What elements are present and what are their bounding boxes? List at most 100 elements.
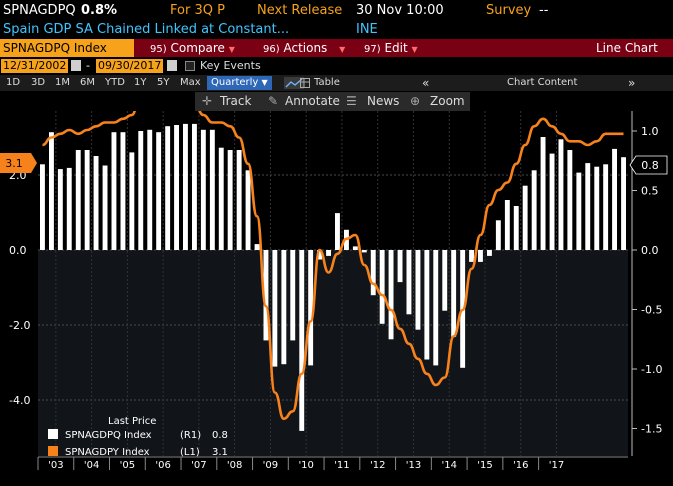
bar xyxy=(612,148,617,250)
last-value: 0.8% xyxy=(81,3,118,18)
start-date-field[interactable]: 12/31/2002 xyxy=(1,59,69,73)
bar xyxy=(129,152,135,250)
expand-right-icon[interactable]: » xyxy=(628,76,636,90)
key-events-checkbox[interactable] xyxy=(185,61,195,71)
bar xyxy=(236,150,242,250)
bar xyxy=(93,156,99,250)
bar xyxy=(585,163,591,250)
bar xyxy=(397,250,403,283)
security-header: SPNAGDPQ 0.8% For 3Q P Next Release 30 N… xyxy=(0,0,673,22)
compare-number: 95) xyxy=(150,44,167,55)
chevron-down-icon: ▼ xyxy=(261,78,268,87)
x-axis: '03 '04 '05 '06 '07 '08 '09 '10 '11 '12 '13 '14 '15 '… xyxy=(0,456,673,471)
bar xyxy=(245,170,251,250)
chart-content-button[interactable]: Chart Content xyxy=(507,77,578,88)
bar-series xyxy=(40,123,626,431)
actions-label: Actions xyxy=(283,41,328,55)
pencil-icon: ✎ xyxy=(268,94,279,108)
x-tick-label: '16 xyxy=(513,460,528,471)
legend-series-2-axis: (L1) xyxy=(180,447,200,458)
legend-series-1-axis: (R1) xyxy=(180,430,201,441)
line-series xyxy=(42,111,624,421)
actions-menu[interactable]: 96) Actions ▼ xyxy=(263,39,345,57)
bar xyxy=(138,131,144,250)
range-max[interactable]: Max xyxy=(180,77,201,88)
range-6m[interactable]: 6M xyxy=(80,77,95,88)
bar xyxy=(254,244,260,250)
bar xyxy=(227,150,233,250)
bar xyxy=(183,123,188,250)
line-series-path xyxy=(42,111,624,421)
range-1y[interactable]: 1Y xyxy=(134,77,147,88)
collapse-left-icon[interactable]: « xyxy=(422,76,430,90)
news-button[interactable]: News xyxy=(367,94,400,108)
bar xyxy=(75,150,81,250)
line-chart-icon[interactable] xyxy=(284,77,304,89)
gridlines xyxy=(38,111,628,456)
bar xyxy=(558,139,564,250)
next-release-label: Next Release xyxy=(257,3,343,18)
survey-label: Survey xyxy=(486,3,532,18)
bar xyxy=(442,250,448,311)
x-tick-label: '06 xyxy=(155,460,170,471)
bar xyxy=(352,246,358,250)
annotate-button[interactable]: Annotate xyxy=(285,94,340,108)
left-tick-label: 0.0 xyxy=(9,244,27,257)
bar xyxy=(576,172,582,250)
date-range-row: 12/31/2002 - 09/30/2017 Key Events xyxy=(0,58,673,74)
edit-menu[interactable]: 97) Edit ▼ xyxy=(364,39,418,57)
bar xyxy=(49,132,54,250)
x-tick-label: '04 xyxy=(84,460,99,471)
calendar-icon[interactable] xyxy=(167,60,177,71)
range-toolbar: 1D 3D 1M 6M YTD 1Y 5Y Max Quarterly ▼ Ta… xyxy=(0,75,673,91)
actions-number: 96) xyxy=(263,44,280,55)
range-ytd[interactable]: YTD xyxy=(105,77,125,88)
bar xyxy=(57,169,63,250)
left-tick-label: -2.0 xyxy=(9,319,30,332)
range-1d[interactable]: 1D xyxy=(6,77,21,88)
bar xyxy=(594,166,600,250)
zoom-icon: ⊕ xyxy=(410,94,421,108)
edit-number: 97) xyxy=(364,44,381,55)
range-3d[interactable]: 3D xyxy=(31,77,46,88)
bar xyxy=(621,157,626,250)
crosshair-icon: ✛ xyxy=(202,94,213,108)
range-5y[interactable]: 5Y xyxy=(157,77,170,88)
data-source: INE xyxy=(356,22,378,37)
bar xyxy=(165,126,171,250)
frequency-dropdown[interactable]: Quarterly ▼ xyxy=(207,76,272,90)
table-button[interactable]: Table xyxy=(314,77,340,88)
legend-series-2-name: SPNAGDPY Index xyxy=(65,447,150,458)
right-tick-label: -1.5 xyxy=(641,423,662,436)
security-field[interactable]: SPNAGDPQ Index xyxy=(0,39,134,57)
right-last-marker: 0.8 xyxy=(629,155,668,175)
calendar-icon[interactable] xyxy=(71,60,81,71)
bar xyxy=(218,147,224,250)
gdp-chart[interactable]: 4.02.00.0-2.0-4.0 1.0 0.5 0.0-0.5-1.0-1.… xyxy=(0,111,673,486)
bar xyxy=(299,250,305,431)
track-button[interactable]: Track xyxy=(220,94,252,108)
bar xyxy=(504,200,510,250)
bar xyxy=(102,165,108,250)
ticker-label: SPNAGDPQ xyxy=(3,3,76,18)
date-separator: - xyxy=(86,59,90,72)
x-tick-label: '12 xyxy=(370,460,385,471)
x-tick-label: '13 xyxy=(406,460,421,471)
compare-menu[interactable]: 95) Compare ▼ xyxy=(150,39,235,57)
bar xyxy=(469,250,474,262)
news-icon: ☰ xyxy=(346,94,357,108)
chevron-down-icon: ▼ xyxy=(339,45,346,54)
zoom-button[interactable]: Zoom xyxy=(430,94,465,108)
frequency-value: Quarterly xyxy=(211,77,259,88)
bar xyxy=(200,129,206,250)
bar xyxy=(317,250,322,260)
bar xyxy=(361,250,367,253)
table-icon[interactable] xyxy=(300,78,310,88)
bar xyxy=(156,132,162,250)
range-1m[interactable]: 1M xyxy=(55,77,70,88)
bar xyxy=(84,150,90,250)
bar xyxy=(335,213,340,250)
x-tick-label: '05 xyxy=(120,460,135,471)
bar xyxy=(263,250,269,341)
end-date-field[interactable]: 09/30/2017 xyxy=(96,59,164,73)
